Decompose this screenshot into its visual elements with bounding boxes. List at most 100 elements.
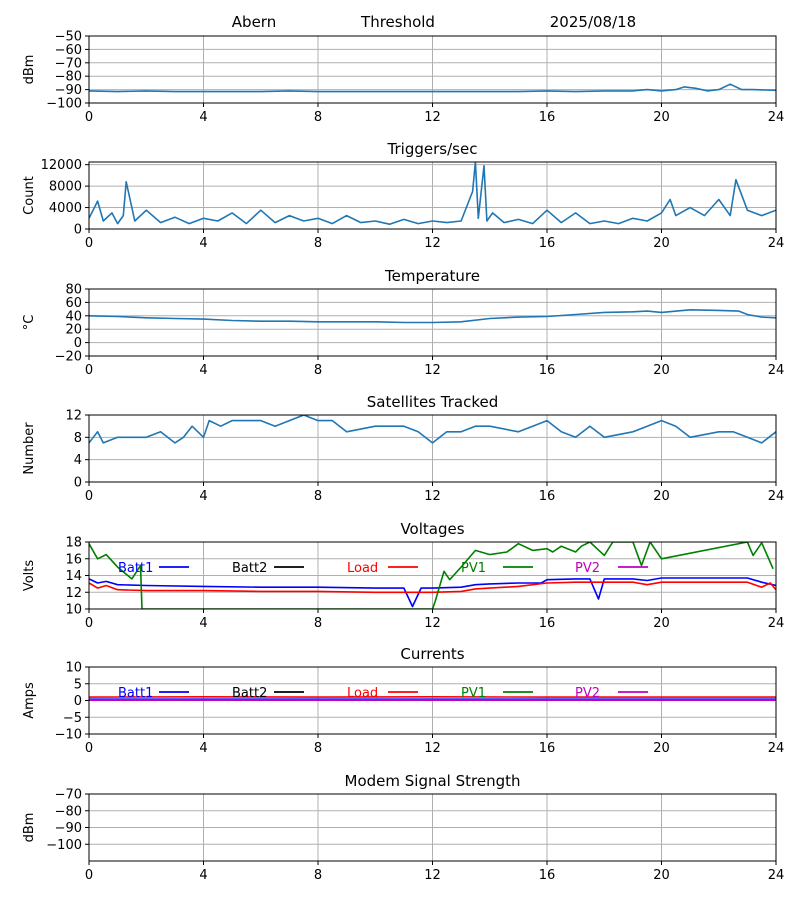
legend-entry: PV2 (575, 686, 648, 701)
y-axis-label: Amps (22, 682, 37, 719)
x-tick-label: 12 (424, 616, 441, 631)
station-name: Abern (232, 13, 276, 31)
x-tick-label: 4 (199, 489, 207, 504)
x-tick-label: 4 (199, 616, 207, 631)
x-tick-label: 12 (424, 236, 441, 251)
y-tick-label: 60 (65, 296, 82, 311)
x-tick-label: 20 (653, 489, 670, 504)
x-tick-label: 8 (314, 363, 322, 378)
y-tick-label: 8 (74, 431, 82, 446)
x-tick-label: 24 (768, 741, 785, 756)
y-tick-label: −70 (55, 56, 82, 71)
legend-entry: PV2 (575, 561, 648, 576)
chart-title: Triggers/sec (387, 140, 478, 158)
chart-title: Temperature (384, 267, 480, 285)
y-tick-label: 12 (65, 586, 82, 601)
x-tick-label: 0 (85, 868, 93, 883)
y-tick-label: −20 (55, 350, 82, 365)
series-group (89, 83, 776, 93)
legend-entry: Batt1 (118, 686, 189, 701)
y-tick-label: −80 (55, 804, 82, 819)
legend-label: PV2 (575, 686, 600, 701)
x-tick-label: 24 (768, 868, 785, 883)
y-tick-label: 12000 (41, 158, 82, 173)
x-tick-label: 16 (539, 110, 556, 125)
header-date: 2025/08/18 (550, 13, 636, 31)
y-tick-label: −70 (55, 788, 82, 803)
legend-entry: Load (347, 561, 418, 576)
chart-title: Currents (400, 645, 464, 663)
x-tick-label: 8 (314, 489, 322, 504)
x-tick-label: 20 (653, 868, 670, 883)
y-axis-label: dBm (22, 55, 37, 85)
legend-label: PV2 (575, 561, 600, 576)
y-tick-label: 14 (65, 569, 82, 584)
x-tick-label: 8 (314, 741, 322, 756)
legend-entry: PV1 (461, 686, 533, 701)
x-tick-label: 20 (653, 741, 670, 756)
chart-modem: 0 4 8 12 16 20 24 −100 −90 −80−70 Modem Signal Str… (22, 772, 784, 883)
x-tick-label: 4 (199, 236, 207, 251)
y-axis-label: Count (22, 176, 37, 215)
x-tick-label: 24 (768, 110, 785, 125)
x-tick-label: 20 (653, 110, 670, 125)
x-tick-label: 12 (424, 110, 441, 125)
x-tick-label: 8 (314, 236, 322, 251)
y-tick-label: −60 (55, 43, 82, 58)
x-tick-label: 16 (539, 741, 556, 756)
legend-label: PV1 (461, 686, 486, 701)
x-tick-label: 0 (85, 110, 93, 125)
legend-entry: Batt1 (118, 561, 189, 576)
x-tick-label: 12 (424, 363, 441, 378)
series-line-temperature (89, 308, 776, 324)
series-line-triggers (89, 162, 776, 225)
y-axis-label: dBm (22, 813, 37, 843)
x-tick-label: 20 (653, 616, 670, 631)
figure-header: Abern Threshold 2025/08/18 (232, 13, 636, 31)
x-tick-label: 0 (85, 489, 93, 504)
chart-satellites: 0 4 8 12 16 20 24 0 4 8 12 Satellites Tracked Number (22, 393, 784, 504)
y-tick-label: 0 (74, 476, 82, 491)
legend-entry: PV1 (461, 561, 533, 576)
x-tick-label: 8 (314, 868, 322, 883)
series-group (89, 415, 776, 444)
series-line-satellites (89, 415, 776, 444)
legend-label: PV1 (461, 561, 486, 576)
x-tick-label: 12 (424, 741, 441, 756)
y-tick-label: 18 (65, 536, 82, 551)
y-axis-label: Number (22, 422, 37, 475)
header-label: Threshold (360, 13, 435, 31)
y-tick-label: 80 (65, 283, 82, 298)
chart-title: Satellites Tracked (367, 393, 498, 411)
y-tick-label: 5 (74, 677, 82, 692)
series-group (89, 542, 776, 609)
legend-label: Batt2 (232, 686, 267, 701)
y-tick-label: 4 (74, 453, 82, 468)
y-tick-label: −10 (55, 728, 82, 743)
x-tick-label: 24 (768, 363, 785, 378)
legend-label: Batt1 (118, 561, 153, 576)
x-tick-label: 16 (539, 868, 556, 883)
y-tick-label: 20 (65, 323, 82, 338)
y-tick-label: −100 (46, 97, 82, 112)
series-group (89, 162, 776, 225)
series-group (89, 695, 776, 702)
x-tick-label: 4 (199, 110, 207, 125)
x-tick-label: 16 (539, 489, 556, 504)
y-tick-label: 0 (74, 694, 82, 709)
x-tick-label: 20 (653, 363, 670, 378)
y-tick-label: 12 (65, 409, 82, 424)
x-tick-label: 0 (85, 741, 93, 756)
y-tick-label: 4000 (49, 201, 82, 216)
x-tick-label: 24 (768, 489, 785, 504)
chart-threshold: 0 4 8 12 16 20 24 −100−90−80−70−60−50 dBm (22, 30, 784, 126)
y-tick-label: 10 (65, 603, 82, 618)
x-tick-label: 8 (314, 110, 322, 125)
legend-label: Batt2 (232, 561, 267, 576)
x-tick-label: 12 (424, 868, 441, 883)
x-tick-label: 0 (85, 363, 93, 378)
x-tick-label: 4 (199, 868, 207, 883)
y-tick-label: −90 (55, 821, 82, 836)
